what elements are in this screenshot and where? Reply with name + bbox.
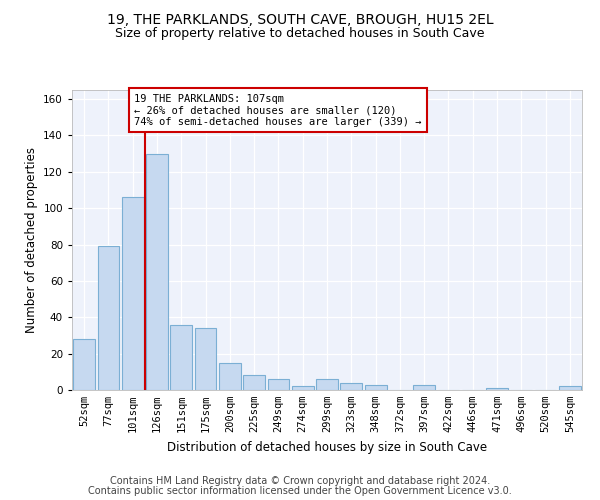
Bar [559,386,581,390]
Bar [268,379,289,390]
Bar [73,339,95,390]
Text: Contains HM Land Registry data © Crown copyright and database right 2024.: Contains HM Land Registry data © Crown c… [110,476,490,486]
Bar [292,386,314,390]
Bar [219,362,241,390]
Text: Contains public sector information licensed under the Open Government Licence v3: Contains public sector information licen… [88,486,512,496]
Text: 19 THE PARKLANDS: 107sqm
← 26% of detached houses are smaller (120)
74% of semi-: 19 THE PARKLANDS: 107sqm ← 26% of detach… [134,94,421,127]
Bar [146,154,168,390]
Text: Size of property relative to detached houses in South Cave: Size of property relative to detached ho… [115,28,485,40]
X-axis label: Distribution of detached houses by size in South Cave: Distribution of detached houses by size … [167,440,487,454]
Bar [170,324,192,390]
Y-axis label: Number of detached properties: Number of detached properties [25,147,38,333]
Bar [194,328,217,390]
Bar [97,246,119,390]
Bar [486,388,508,390]
Bar [340,382,362,390]
Bar [316,379,338,390]
Bar [413,384,435,390]
Bar [122,198,143,390]
Text: 19, THE PARKLANDS, SOUTH CAVE, BROUGH, HU15 2EL: 19, THE PARKLANDS, SOUTH CAVE, BROUGH, H… [107,12,493,26]
Bar [243,376,265,390]
Bar [365,384,386,390]
